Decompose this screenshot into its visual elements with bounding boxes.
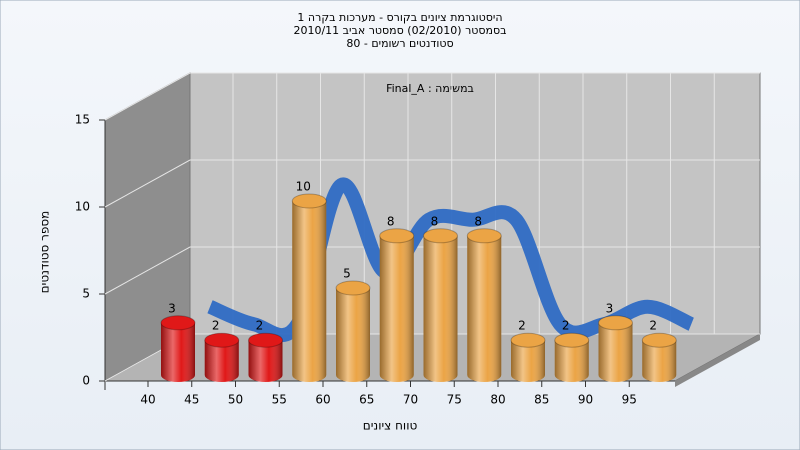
value-label: 8 [431, 214, 439, 228]
grid-line [104, 246, 760, 295]
bar-top [248, 332, 283, 348]
bar [598, 315, 633, 382]
x-tick-label: 50 [228, 393, 243, 407]
bar [248, 332, 283, 382]
x-tick-label: 45 [184, 393, 199, 407]
bar-top [423, 228, 458, 244]
value-label: 2 [562, 319, 570, 333]
value-label: 2 [212, 319, 220, 333]
y-tick-label: 10 [75, 200, 90, 214]
title-line: היסטוגרמת ציונים בקורס - מערכות בקרה 1 [297, 11, 502, 24]
value-label: 2 [256, 319, 264, 333]
bar [335, 280, 371, 382]
bar-top [291, 193, 327, 209]
bar-shade [511, 340, 545, 382]
grid-line [104, 159, 760, 208]
bar-top [160, 315, 196, 331]
x-tick-label: 65 [359, 393, 374, 407]
bar-top [641, 332, 677, 348]
bar-top [204, 332, 240, 348]
bar [160, 315, 196, 382]
bar-top [466, 228, 502, 244]
value-label: 8 [474, 214, 482, 228]
bar-top [335, 280, 371, 296]
value-label: 2 [649, 319, 657, 333]
bar-top [510, 332, 546, 348]
y-axis-label: מספר סטודנטים [38, 211, 52, 294]
bar-shade [554, 340, 589, 382]
bar-shade [379, 235, 414, 382]
x-tick-label: 80 [490, 393, 505, 407]
floor-edge [675, 334, 760, 387]
x-tick-label: 85 [534, 393, 549, 407]
bar [379, 228, 415, 382]
bar-shade [248, 340, 283, 382]
value-label: 5 [343, 267, 351, 281]
x-axis-label: טווח ציונים [363, 419, 418, 433]
bar [423, 228, 458, 382]
bar [466, 228, 502, 382]
bar-shade [292, 201, 327, 382]
annotation: Final_A : במשימה [386, 82, 474, 95]
x-tick-label: 40 [140, 393, 155, 407]
value-label: 10 [296, 180, 311, 194]
title-line: סטודנטים רשומים - 80 [346, 37, 453, 50]
x-tick-label: 60 [315, 393, 330, 407]
bar-shade [598, 322, 633, 382]
bar-top [598, 315, 633, 331]
x-tick-label: 75 [447, 393, 462, 407]
bar [554, 332, 590, 382]
bar-shade [204, 340, 239, 382]
bar [291, 193, 327, 382]
grid-line [104, 72, 760, 121]
bar [204, 332, 240, 382]
bar [510, 332, 546, 382]
title-line: בסמסטר (02/2010) סמסטר אביב 2010/11 [293, 24, 506, 37]
bar-shade [642, 340, 677, 382]
x-tick-label: 70 [403, 393, 418, 407]
bar-shade [336, 288, 370, 382]
bar-top [379, 228, 415, 244]
value-label: 2 [518, 319, 526, 333]
bar-shade [161, 322, 195, 382]
value-label: 3 [606, 301, 614, 315]
bar-shade [467, 235, 502, 382]
bar [641, 332, 677, 382]
y-tick-label: 5 [82, 287, 90, 301]
x-tick-label: 55 [272, 393, 287, 407]
x-tick-label: 90 [578, 393, 593, 407]
bar-shade [423, 235, 458, 382]
y-tick-label: 0 [82, 374, 90, 388]
value-label: 3 [168, 301, 176, 315]
value-label: 8 [387, 214, 395, 228]
y-tick-label: 15 [75, 113, 90, 127]
bar-top [554, 332, 590, 348]
x-tick-label: 95 [622, 393, 637, 407]
